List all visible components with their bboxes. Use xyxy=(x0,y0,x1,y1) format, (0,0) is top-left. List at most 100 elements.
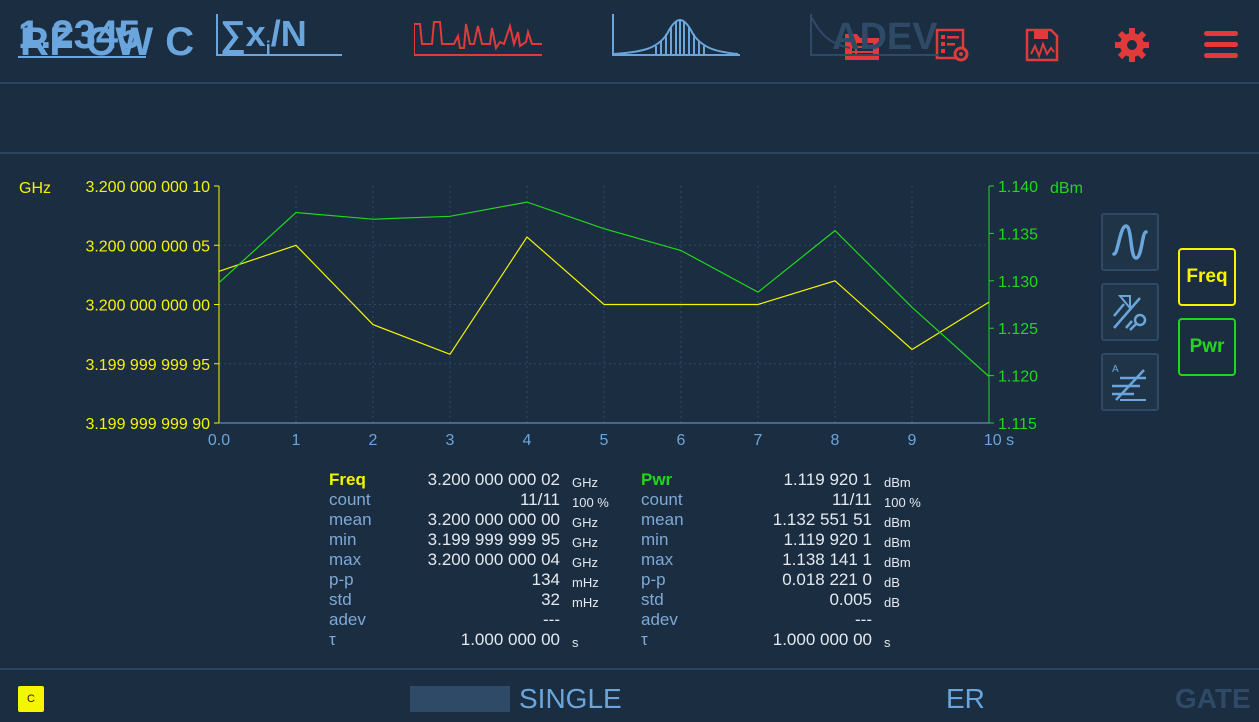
statistics-suffix: /N xyxy=(270,13,307,54)
freq-stat-row-adev: adev --- xyxy=(329,610,629,630)
stat-unit: 100 % xyxy=(572,495,609,510)
stat-unit: dBm xyxy=(884,555,911,570)
freq-stats-title: Freq xyxy=(329,470,366,489)
channel-badge[interactable]: C xyxy=(18,686,44,712)
stat-value: --- xyxy=(855,610,872,629)
pwr-current-value: 1.119 920 1 xyxy=(783,470,872,489)
stat-label: count xyxy=(641,490,683,509)
stat-unit: s xyxy=(884,635,891,650)
x-tick-label: 10 s xyxy=(984,432,1014,449)
pwr-stat-row-min: min 1.119 920 1 dBm xyxy=(641,530,941,550)
save-chart-icon[interactable] xyxy=(1019,22,1065,68)
trend-chart-icon xyxy=(413,21,542,56)
freq-stats-panel: Freq 3.200 000 000 02 GHz count 11/11 100 … xyxy=(329,470,629,650)
header-bar xyxy=(0,0,1259,84)
freq-stat-row-p-p: p-p 134 mHz xyxy=(329,570,629,590)
stat-label: min xyxy=(329,530,357,549)
left-tick-label: 3.200 000 000 10 xyxy=(85,179,210,196)
freq-stat-row-mean: mean 3.200 000 000 00 GHz xyxy=(329,510,629,530)
x-tick-label: 5 xyxy=(600,432,609,449)
numeric-view-tab[interactable]: 1.2345 xyxy=(18,14,146,58)
stat-value: 0.005 xyxy=(829,590,872,609)
left-axis-unit: GHz xyxy=(19,180,51,197)
freq-stats-header: Freq 3.200 000 000 02 GHz xyxy=(329,470,629,490)
stat-unit: dB xyxy=(884,595,900,610)
stat-value: 0.018 221 0 xyxy=(782,570,872,589)
axis-scale-button[interactable]: A xyxy=(1101,353,1159,411)
left-tick-label: 3.199 999 999 90 xyxy=(85,416,210,433)
pwr-stat-row-p-p: p-p 0.018 221 0 dB xyxy=(641,570,941,590)
pwr-current-unit: dBm xyxy=(884,475,911,490)
marker-search-button[interactable] xyxy=(1101,283,1159,341)
measurement-progress-bar xyxy=(410,686,510,712)
adev-view-tab[interactable]: ADEV xyxy=(810,14,938,58)
statistics-prefix: ∑x xyxy=(220,13,266,54)
stat-label: adev xyxy=(329,610,366,629)
right-tick-label: 1.115 xyxy=(998,416,1037,433)
run-mode-button[interactable]: SINGLE xyxy=(519,683,622,714)
stat-unit: dBm xyxy=(884,535,911,550)
right-tick-label: 1.135 xyxy=(998,226,1038,243)
marker-search-icon xyxy=(1113,295,1147,331)
stat-unit: dBm xyxy=(884,515,911,530)
checklist-gear-icon[interactable] xyxy=(929,22,975,68)
left-tick-label: 3.200 000 000 05 xyxy=(85,238,210,255)
stat-label: std xyxy=(641,590,664,609)
sine-wave-icon xyxy=(1112,224,1148,260)
stat-label: adev xyxy=(641,610,678,629)
x-tick-label: 4 xyxy=(523,432,532,449)
freq-series-line xyxy=(218,236,990,356)
error-indicator: ER xyxy=(946,683,985,714)
x-tick-label: 3 xyxy=(446,432,455,449)
freq-toggle-button[interactable]: Freq xyxy=(1178,248,1236,306)
stat-value: 11/11 xyxy=(519,490,560,509)
freq-stat-row-count: count 11/11 100 % xyxy=(329,490,629,510)
pwr-stat-row-mean: mean 1.132 551 51 dBm xyxy=(641,510,941,530)
pwr-stats-title: Pwr xyxy=(641,470,673,489)
x-tick-label: 6 xyxy=(677,432,686,449)
view-mode-bar xyxy=(0,84,1259,154)
stat-value: 1.000 000 00 xyxy=(460,630,560,649)
stat-value: 3.200 000 000 00 xyxy=(427,510,560,529)
left-tick-label: 3.199 999 999 95 xyxy=(85,357,210,374)
stat-label: std xyxy=(329,590,352,609)
statistics-view-tab[interactable]: ∑xi/N xyxy=(216,13,342,58)
numeric-view-label: 1.2345 xyxy=(18,13,141,57)
pwr-stat-row-adev: adev --- xyxy=(641,610,941,630)
freq-stat-row-max: max 3.200 000 000 04 GHz xyxy=(329,550,629,570)
pwr-stats-header: Pwr 1.119 920 1 dBm xyxy=(641,470,941,490)
x-tick-label: 1 xyxy=(292,432,301,449)
stat-unit: mHz xyxy=(572,575,599,590)
stat-unit: GHz xyxy=(572,535,598,550)
x-tick-label: 9 xyxy=(908,432,917,449)
stat-value: 1.119 920 1 xyxy=(783,530,872,549)
pwr-toggle-label: Pwr xyxy=(1189,336,1225,357)
right-tick-label: 1.120 xyxy=(998,369,1038,386)
stat-value: 1.000 000 00 xyxy=(772,630,872,649)
x-tick-label: 7 xyxy=(754,432,763,449)
trend-view-tab[interactable] xyxy=(413,14,542,56)
stat-label: max xyxy=(329,550,362,569)
freq-stat-row-std: std 32 mHz xyxy=(329,590,629,610)
stat-label: p-p xyxy=(329,570,354,589)
stat-label: τ xyxy=(329,630,336,649)
footer-bar xyxy=(0,668,1259,722)
hamburger-menu-icon[interactable] xyxy=(1198,22,1244,68)
stat-value: 11/11 xyxy=(831,490,872,509)
stat-unit: s xyxy=(572,635,579,650)
gate-indicator: GATE xyxy=(1175,683,1251,714)
histogram-icon xyxy=(612,14,740,56)
pwr-stats-panel: Pwr 1.119 920 1 dBm count 11/11 100 % mean 1… xyxy=(641,470,941,650)
right-tick-label: 1.140 xyxy=(998,179,1038,196)
gear-icon[interactable] xyxy=(1109,22,1155,68)
stat-label: τ xyxy=(641,630,648,649)
stat-label: min xyxy=(641,530,669,549)
stat-value: --- xyxy=(543,610,560,629)
stat-value: 134 xyxy=(531,570,560,589)
pwr-toggle-button[interactable]: Pwr xyxy=(1178,318,1236,376)
trend-chart: 0.0 1 2 3 4 5 6 7 8 9 10 s 3.200 000 000 10 3.200 00… xyxy=(19,179,1083,449)
freq-stat-row-min: min 3.199 999 999 95 GHz xyxy=(329,530,629,550)
waveform-button[interactable] xyxy=(1101,213,1159,271)
stat-unit: dB xyxy=(884,575,900,590)
histogram-view-tab[interactable] xyxy=(612,14,740,56)
